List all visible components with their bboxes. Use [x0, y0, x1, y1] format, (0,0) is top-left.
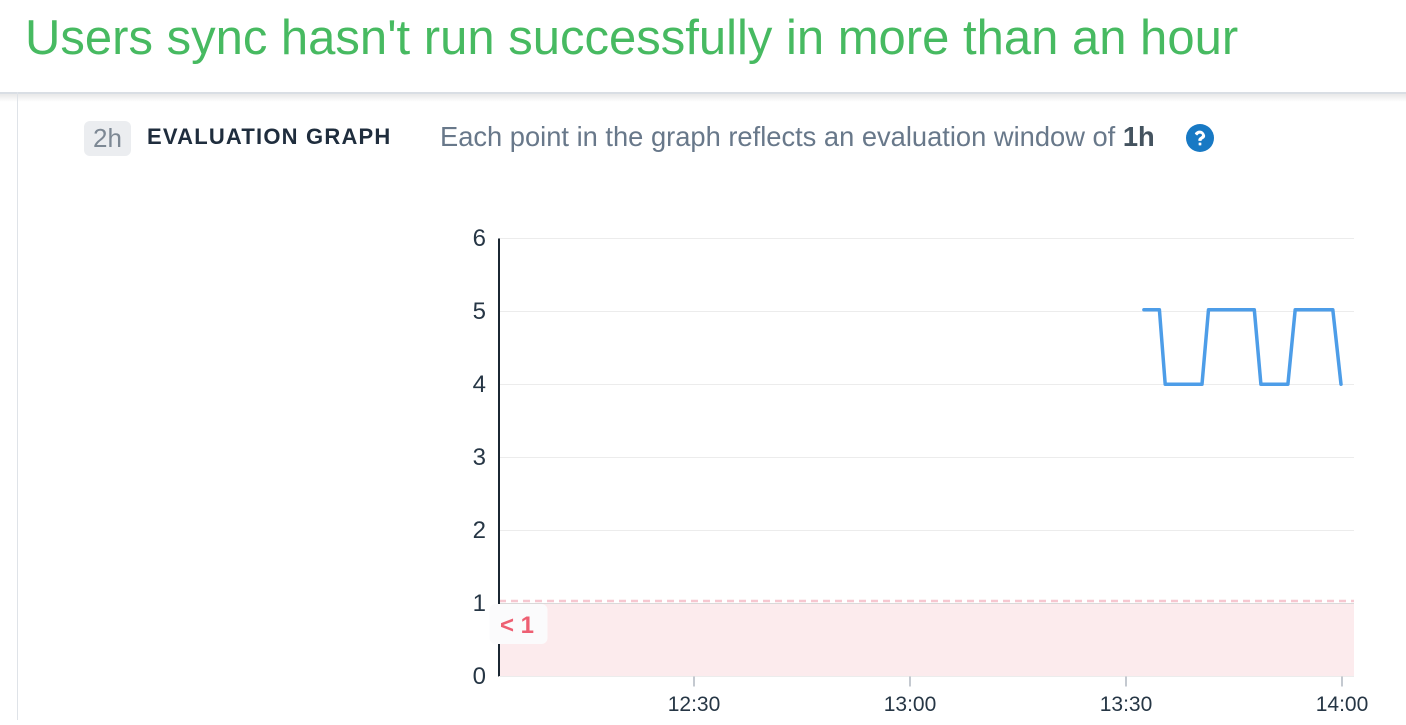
svg-text:5: 5 [473, 298, 486, 325]
svg-text:6: 6 [473, 225, 486, 252]
svg-text:4: 4 [473, 371, 486, 398]
svg-text:12:30: 12:30 [668, 693, 721, 716]
svg-text:1: 1 [473, 590, 486, 617]
svg-text:13:30: 13:30 [1100, 693, 1153, 716]
svg-text:3: 3 [473, 444, 486, 471]
svg-text:13:00: 13:00 [884, 693, 937, 716]
svg-text:2: 2 [473, 517, 486, 544]
svg-text:14:00: 14:00 [1316, 693, 1369, 716]
svg-text:0: 0 [473, 663, 486, 690]
svg-text:< 1: < 1 [500, 612, 534, 639]
